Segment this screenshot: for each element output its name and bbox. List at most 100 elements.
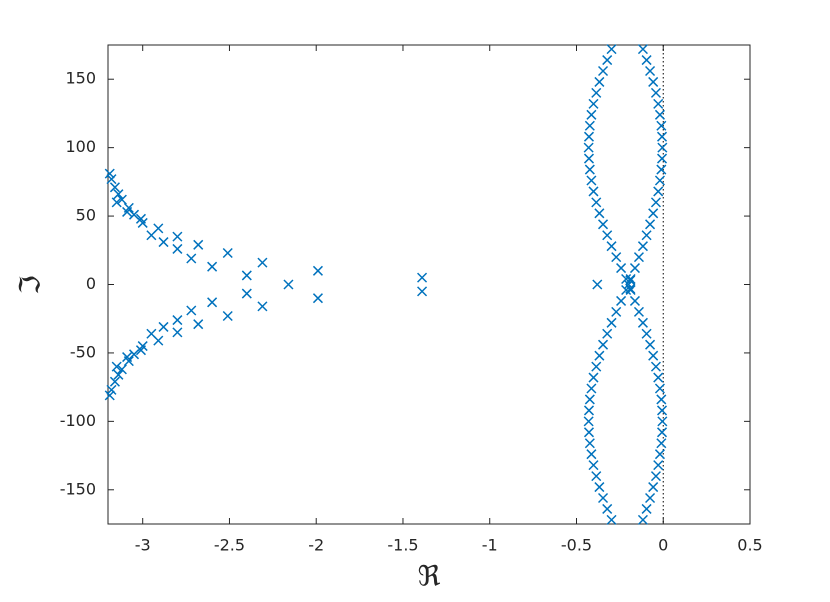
scatter-point [207,297,218,308]
scatter-point [111,197,122,208]
scatter-point [588,372,599,383]
scatter-point [241,288,252,299]
scatter-point [594,76,605,87]
scatter-point [598,492,609,504]
scatter-point [583,142,594,153]
scatter-point [653,98,664,109]
scatter-point [257,257,268,268]
scatter-point [312,293,323,304]
scatter-point [594,350,605,361]
scatter-point [650,361,661,372]
scatter-point [657,142,668,153]
scatter-point [106,174,117,185]
scatter-point [113,369,124,380]
scatter-point [645,339,656,350]
scatter-point [606,241,617,252]
scatter-point [104,168,115,179]
scatter-point [109,182,120,193]
scatter-point [598,339,609,350]
scatter-point [625,284,636,296]
scatter-point [153,223,164,234]
y-tick-label: -100 [60,411,96,430]
x-tick-label: -1 [482,536,498,555]
scatter-point [641,230,652,241]
scatter-point [111,361,122,372]
scatter-point [222,310,233,322]
y-tick-label: -150 [60,479,96,498]
scatter-point [172,315,183,326]
scatter-point [637,241,648,252]
scatter-point [653,460,664,471]
y-tick-label: -50 [70,342,96,361]
scatter-point [116,364,127,375]
scatter-point [586,383,597,394]
scatter-point [109,376,120,387]
scatter-point [648,208,659,219]
y-axis-label: ℑ [14,275,47,295]
scatter-point [586,449,597,460]
scatter-point [591,197,602,208]
x-tick-label: -1.5 [387,536,418,555]
scatter-point [153,335,164,346]
scatter-point [583,427,595,438]
scatter-point [611,252,622,263]
scatter-point [283,279,294,290]
scatter-point [653,372,664,383]
scatter-point [588,98,599,109]
scatter-point [116,194,127,205]
scatter-point [583,405,595,416]
scatter-point [648,482,659,493]
scatter-point [621,273,632,285]
y-tick-label: 0 [86,274,96,293]
scatter-point [583,416,594,427]
scatter-point [602,503,613,514]
scatter-point [241,270,252,281]
scatter-point [158,237,169,248]
scatter-point [128,349,140,360]
scatter-point [592,279,603,290]
scatter-point [137,217,148,228]
scatter-point [656,164,667,175]
scatter-point [583,153,595,164]
scatter-point [172,231,183,242]
scatter-point [637,44,648,55]
scatter-point [611,306,622,317]
scatter-point [653,186,664,197]
scatter-point [645,65,656,77]
scatter-point [654,109,665,120]
scatter-point [645,492,656,504]
scatter-point [657,416,668,427]
scatter-point [656,153,668,164]
x-tick-label: -3 [135,536,151,555]
scatter-point [656,120,667,131]
scatter-point [584,120,595,131]
scatter-point [193,319,204,330]
scatter-point [637,514,648,525]
scatter-point [598,219,609,230]
scatter-point [172,327,183,338]
scatter-point [648,350,659,361]
scatter-point [583,131,595,142]
y-tick-label: 50 [76,206,96,225]
scatter-point [645,219,656,230]
scatter-point [588,186,599,197]
scatter-point [222,247,233,259]
scatter-point [598,65,609,77]
scatter-point [186,305,197,316]
scatter-point [104,390,115,401]
scatter-point [641,55,652,66]
scatter-point [113,189,124,200]
scatter-point [654,449,665,460]
scatter-point [641,328,652,339]
scatter-point [629,263,640,274]
scatter-point [591,361,602,372]
scatter-point [594,482,605,493]
x-tick-label: -2 [308,536,324,555]
scatter-point [654,175,665,186]
scatter-point [656,438,667,449]
scatter-point [137,341,148,352]
scatter-point [656,131,668,142]
scatter-point [417,286,428,297]
scatter-point [594,208,605,219]
